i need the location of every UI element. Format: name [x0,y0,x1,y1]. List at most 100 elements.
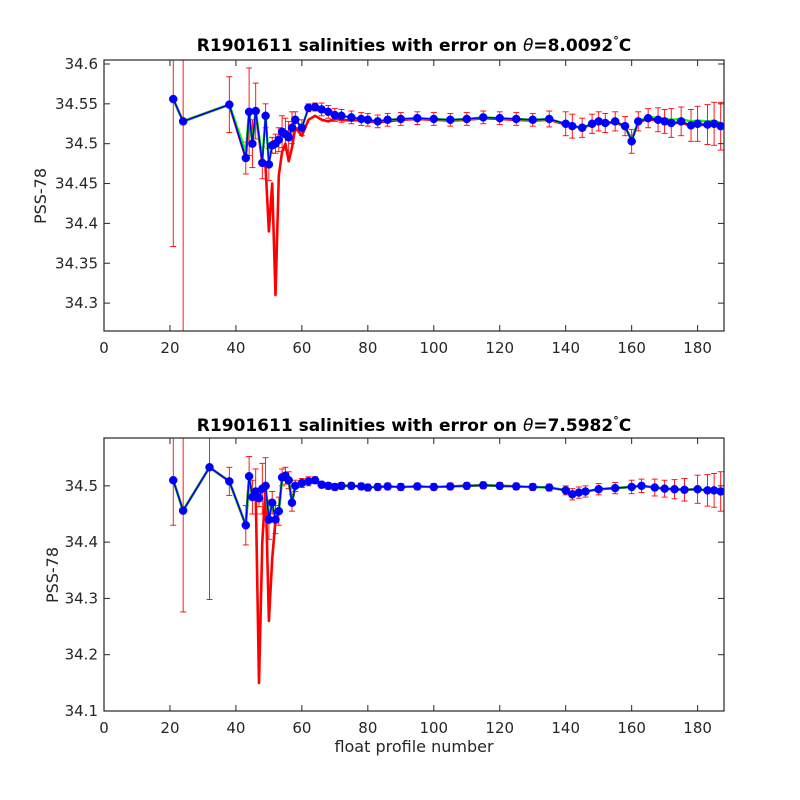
bottom-salinity-points [169,463,724,530]
salinity-point [244,472,254,481]
x-tick-label: 0 [99,339,109,357]
salinity-point [568,121,577,131]
top-y-axis-label: PSS-78 [31,168,50,224]
salinity-point [693,119,702,129]
x-tick-label: 20 [160,719,179,737]
salinity-point [241,520,251,530]
salinity-point [178,117,188,126]
salinity-point [413,482,422,491]
x-tick-label: 140 [551,339,580,357]
salinity-point [248,139,257,148]
x-tick-label: 100 [419,719,448,737]
salinity-point [337,481,346,491]
salinity-point [347,113,356,122]
salinity-point [347,481,356,491]
salinity-point [716,487,724,496]
salinity-point [225,100,234,109]
salinity-point [297,123,307,132]
salinity-point [462,114,472,124]
salinity-point [267,498,277,507]
top-axes-box [103,59,725,332]
top-plot-background [104,60,724,331]
salinity-point [363,483,373,492]
salinity-point [594,484,603,494]
salinity-point [637,481,646,491]
x-tick-label: 180 [683,719,712,737]
salinity-point [462,481,472,491]
salinity-point [643,113,653,123]
top-axes: 0 20 40 60 80 100 120 140 160 180 34.3 34.35 34.4 34.… [55,55,725,357]
salinity-point [396,114,406,124]
salinity-point [660,484,669,493]
salinity-point [446,482,455,491]
salinity-point [670,484,679,494]
y-tick-label: 34.1 [65,702,98,720]
bottom-salinity-chart: R1901611 salinities with error on θ=7.59… [43,414,725,756]
salinity-point [363,115,373,125]
salinity-point [610,117,620,126]
salinity-point [383,482,392,491]
salinity-point [178,506,188,515]
y-tick-label: 34.3 [65,294,98,312]
x-tick-label: 160 [617,339,646,357]
salinity-point [241,153,251,163]
salinity-point [511,482,521,491]
bottom-x-axis-label: float profile number [334,737,494,756]
salinity-point [261,481,270,491]
salinity-point [620,121,630,131]
salinity-point [601,118,610,128]
salinity-point [446,115,455,125]
salinity-point [373,117,382,126]
y-tick-label: 34.5 [65,135,98,153]
top-plot-area [104,60,724,331]
salinity-point [274,135,284,144]
x-tick-label: 40 [226,339,245,357]
bottom-y-axis-label: PSS-78 [43,547,62,603]
y-tick-label: 34.4 [65,533,98,551]
salinity-point [396,482,406,492]
bottom-plot-area [104,438,724,711]
bottom-chart-title: R1901611 salinities with error on θ=7.59… [197,414,631,436]
salinity-point [413,113,422,123]
salinity-point [284,475,293,485]
x-tick-label: 100 [419,339,448,357]
salinity-point [495,481,504,491]
salinity-point [264,160,274,169]
salinity-point [676,117,686,126]
salinity-point [429,482,439,492]
y-tick-label: 34.4 [65,214,98,232]
salinity-point [561,486,570,495]
x-tick-label: 80 [358,719,377,737]
salinity-point [577,123,587,132]
salinity-point [650,483,659,492]
y-tick-label: 34.2 [65,646,98,664]
top-salinity-chart: R1901611 salinities with error on θ=8.00… [31,34,725,357]
salinity-point [610,483,620,493]
bottom-axes-box [103,437,725,712]
x-tick-label: 140 [551,719,580,737]
x-tick-label: 120 [485,339,514,357]
salinity-point [544,483,554,492]
y-tick-label: 34.55 [55,95,98,113]
salinity-point [254,493,264,503]
salinity-point [429,114,439,124]
top-salinity-points [169,94,724,169]
x-tick-label: 160 [617,719,646,737]
salinity-point [310,475,320,485]
salinity-point [581,487,590,496]
salinity-point [383,115,392,125]
y-tick-label: 34.3 [65,589,98,607]
salinity-point [528,482,537,492]
salinity-point [634,117,643,126]
salinity-point [287,123,297,132]
salinity-point [627,482,636,492]
y-tick-label: 34.5 [65,477,98,495]
salinity-point [274,506,284,516]
salinity-point [271,515,280,524]
salinity-point [693,484,702,494]
salinity-point [716,121,724,131]
salinity-point [251,106,260,116]
x-tick-label: 180 [683,339,712,357]
x-tick-label: 20 [160,339,179,357]
x-tick-label: 60 [292,719,311,737]
